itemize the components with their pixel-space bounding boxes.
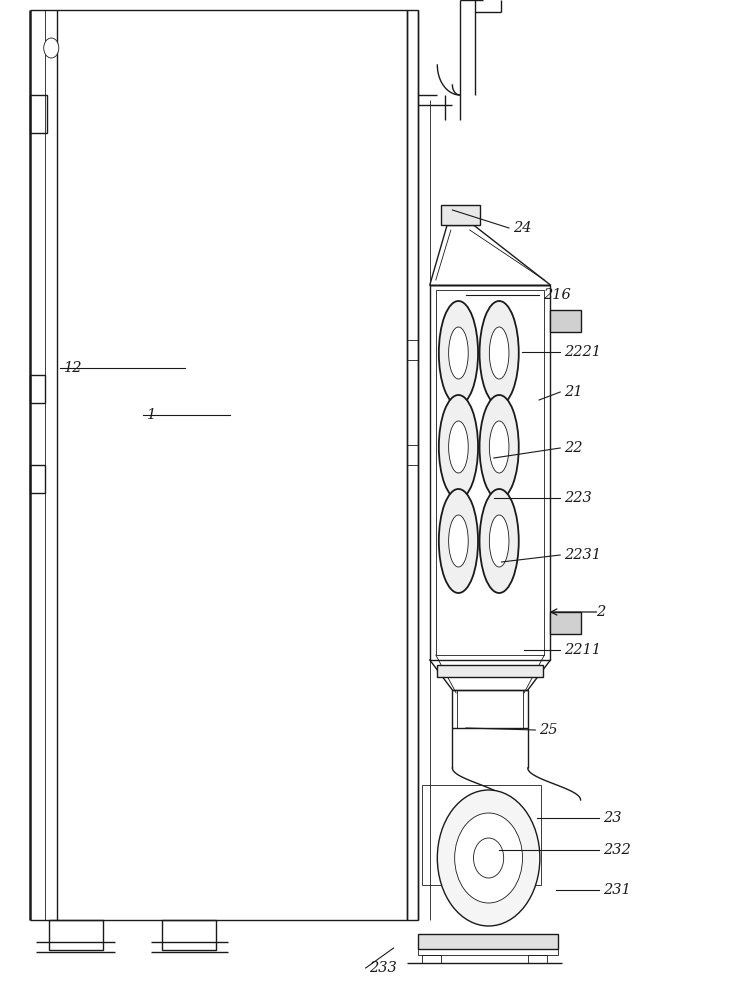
Ellipse shape bbox=[439, 395, 478, 499]
Ellipse shape bbox=[480, 489, 519, 593]
Text: 23: 23 bbox=[603, 811, 622, 825]
Bar bbox=[430, 285, 550, 660]
Text: 233: 233 bbox=[369, 961, 397, 975]
Bar bbox=[30, 95, 47, 133]
Text: 2221: 2221 bbox=[564, 345, 601, 359]
Bar bbox=[528, 955, 547, 963]
Text: 2211: 2211 bbox=[564, 643, 601, 657]
Text: 2: 2 bbox=[596, 605, 605, 619]
Text: 21: 21 bbox=[564, 385, 583, 399]
Bar bbox=[407, 340, 418, 360]
Text: 12: 12 bbox=[64, 361, 83, 375]
Ellipse shape bbox=[449, 515, 468, 567]
Text: 223: 223 bbox=[564, 491, 592, 505]
Bar bbox=[436, 290, 544, 655]
Bar bbox=[437, 665, 543, 677]
Ellipse shape bbox=[480, 395, 519, 499]
Ellipse shape bbox=[439, 489, 478, 593]
Text: 231: 231 bbox=[603, 883, 631, 897]
Circle shape bbox=[437, 790, 540, 926]
Bar bbox=[407, 445, 418, 465]
Bar bbox=[418, 949, 558, 955]
Ellipse shape bbox=[489, 515, 509, 567]
Bar bbox=[452, 690, 528, 728]
Ellipse shape bbox=[449, 327, 468, 379]
Text: 2231: 2231 bbox=[564, 548, 601, 562]
Text: 25: 25 bbox=[539, 723, 558, 737]
Circle shape bbox=[474, 838, 504, 878]
Text: 232: 232 bbox=[603, 843, 631, 857]
Circle shape bbox=[44, 38, 59, 58]
Ellipse shape bbox=[439, 301, 478, 405]
Bar bbox=[441, 205, 480, 225]
Bar bbox=[418, 934, 558, 949]
Circle shape bbox=[455, 813, 523, 903]
Text: 1: 1 bbox=[147, 408, 156, 422]
Bar bbox=[30, 375, 45, 403]
Bar bbox=[550, 310, 581, 332]
Bar bbox=[422, 785, 541, 885]
Ellipse shape bbox=[489, 421, 509, 473]
Text: 24: 24 bbox=[513, 221, 532, 235]
Bar bbox=[49, 920, 103, 950]
Ellipse shape bbox=[480, 301, 519, 405]
Bar bbox=[550, 612, 581, 634]
Bar bbox=[30, 465, 45, 493]
Bar bbox=[162, 920, 216, 950]
Bar bbox=[422, 955, 441, 963]
Bar bbox=[457, 690, 523, 728]
Text: 216: 216 bbox=[543, 288, 571, 302]
Ellipse shape bbox=[489, 327, 509, 379]
Ellipse shape bbox=[449, 421, 468, 473]
Text: 22: 22 bbox=[564, 441, 583, 455]
